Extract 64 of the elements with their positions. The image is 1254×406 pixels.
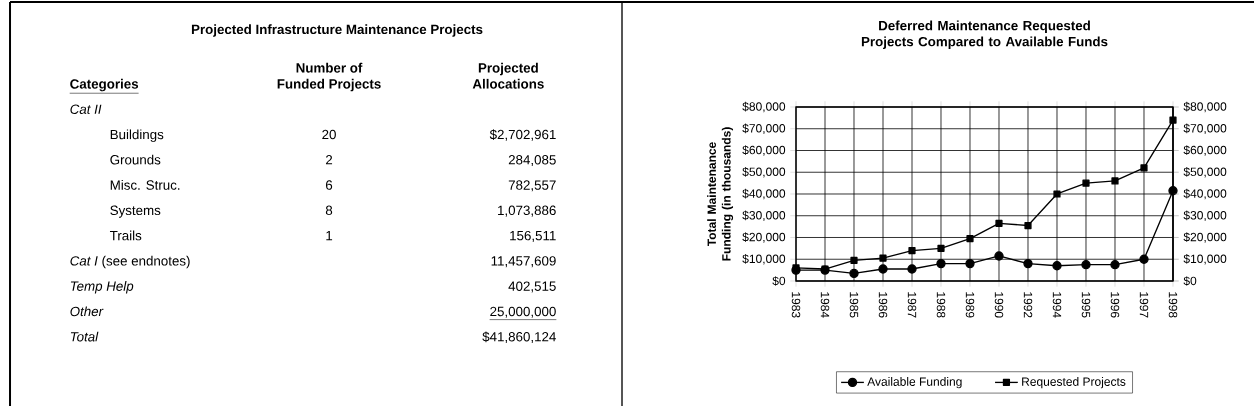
text: Misc. Struc. [110, 179, 180, 190]
text: Total [70, 331, 99, 342]
text: Number of Funded Projects [277, 62, 381, 92]
x-tick-label: 1986 [878, 292, 888, 318]
text: Projected Allocations [472, 62, 544, 89]
y-tick-label: $70,000 [742, 123, 786, 134]
x-tick-label: 1989 [965, 292, 975, 318]
text: 6 [325, 180, 333, 190]
text: Cat II [70, 104, 102, 114]
text: 284,085 [508, 155, 556, 167]
text: 156,511 [510, 230, 556, 242]
text: Grounds [110, 154, 161, 165]
text: 11,457,609 [491, 256, 556, 268]
y-tick-label: $40,000 [742, 188, 786, 200]
text: 2 [325, 155, 333, 165]
text: Cat I (see endnotes) [70, 255, 190, 269]
x-tick-label: 1990 [994, 292, 1004, 318]
y-tick-label: $0 [772, 276, 786, 286]
x-tick-label: 1995 [1081, 292, 1091, 318]
y2-tick-label: $0 [1183, 276, 1197, 286]
y-tick-label: $80,000 [742, 101, 786, 113]
y-tick-label: $50,000 [742, 167, 786, 178]
y2-tick-label: $80,000 [1183, 101, 1227, 113]
y-axis-title: Total Maintenance Funding (in thousands) [707, 127, 734, 261]
text: 25,000,000 [490, 306, 556, 318]
text: Projected Infrastructure Maintenance Projects [191, 24, 483, 37]
legend-label: Requested Projects [1022, 377, 1126, 389]
text: 782,557 [508, 180, 556, 192]
x-tick-label: 1998 [1168, 292, 1178, 318]
y2-tick-label: $40,000 [1183, 188, 1227, 200]
legend-label: Available Funding [867, 377, 962, 389]
y-tick-label: $20,000 [742, 232, 786, 243]
text: Trails [109, 230, 142, 241]
x-tick-label: 1988 [936, 292, 946, 318]
y-tick-label: $30,000 [742, 210, 786, 221]
text: Temp Help [70, 281, 134, 294]
text: Categories [70, 78, 139, 92]
y2-tick-label: $10,000 [1183, 254, 1227, 265]
y2-tick-label: $70,000 [1183, 123, 1227, 134]
y2-tick-label: $50,000 [1183, 167, 1227, 178]
text: Systems [110, 205, 161, 218]
x-tick-label: 1984 [820, 292, 830, 318]
y-tick-label: $10,000 [742, 254, 786, 265]
text: 1,073,886 [498, 205, 556, 217]
x-tick-label: 1992 [1023, 292, 1033, 318]
x-tick-label: 1985 [849, 292, 859, 318]
y2-tick-label: $20,000 [1183, 232, 1227, 243]
y-tick-label: $60,000 [742, 145, 786, 156]
chart-title: Deferred Maintenance Requested Projects Compared to Available Funds [861, 20, 1108, 49]
text: 8 [325, 205, 333, 216]
text: $41,860,124 [482, 331, 556, 344]
text: Buildings [110, 129, 164, 142]
text: Other [70, 306, 104, 317]
y2-tick-label: $60,000 [1183, 145, 1227, 156]
x-tick-label: 1987 [907, 292, 917, 318]
text: 20 [322, 129, 336, 140]
x-tick-label: 1997 [1139, 292, 1149, 318]
text: $2,702,961 [489, 129, 556, 141]
x-tick-label: 1996 [1110, 292, 1120, 318]
y2-tick-label: $30,000 [1183, 210, 1227, 221]
text: 402,515 [508, 281, 556, 293]
x-tick-label: 1983 [791, 292, 801, 318]
x-tick-label: 1994 [1052, 292, 1062, 318]
text: 1 [326, 231, 333, 241]
